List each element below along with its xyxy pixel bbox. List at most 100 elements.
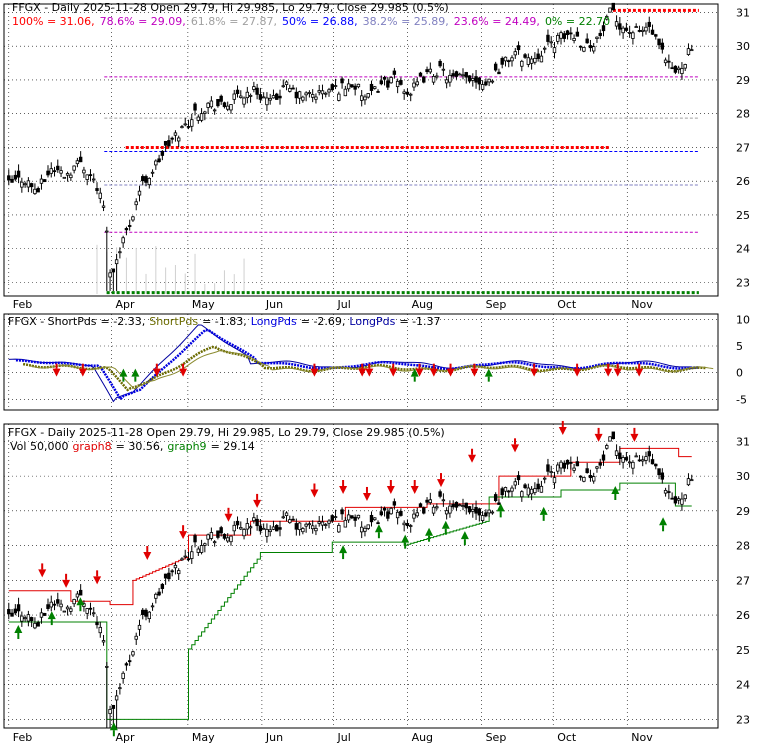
candle: [392, 501, 397, 506]
sell-arrow: [511, 444, 520, 453]
candle: [503, 487, 508, 492]
candle: [75, 593, 80, 598]
sell-arrow: [143, 552, 152, 561]
candle: [190, 551, 194, 559]
candle: [160, 583, 165, 589]
momentum-legend-entry: FFGX - ShortPds: [8, 315, 97, 328]
candle: [199, 545, 204, 553]
sell-arrow: [573, 368, 582, 377]
candle: [183, 123, 187, 126]
sell-arrow: [446, 368, 455, 377]
candle: [88, 174, 93, 177]
candle: [265, 97, 269, 106]
y-tick-label: 24: [736, 243, 750, 256]
y-tick-label: -5: [736, 393, 747, 406]
candle: [59, 170, 63, 174]
candle: [637, 30, 642, 32]
candle: [588, 475, 593, 479]
candle: [304, 523, 308, 527]
candle: [588, 45, 593, 49]
candle: [121, 672, 125, 679]
candle: [572, 467, 576, 471]
sell-arrow: [179, 531, 188, 540]
candle: [366, 93, 370, 98]
candle: [441, 68, 446, 71]
candle: [180, 558, 184, 561]
panel-frame: [3, 3, 719, 297]
candle: [523, 484, 527, 489]
candle: [435, 506, 439, 509]
candle: [467, 506, 472, 513]
candle: [454, 501, 459, 508]
candle: [49, 601, 53, 608]
candle: [549, 471, 553, 474]
sell-arrow: [78, 368, 87, 377]
candle: [536, 53, 540, 59]
candle: [386, 511, 390, 519]
candle: [229, 104, 233, 111]
y-tick-label: 29: [736, 505, 750, 518]
momentum-panel: 10 5 0 -5 FFGX - ShortPds = -2.33, ShortPds = -…: [3, 313, 750, 411]
candle: [578, 45, 583, 48]
x-tick-label: Jun: [265, 731, 283, 744]
candle: [382, 507, 387, 511]
sell-arrow: [365, 368, 374, 377]
candle: [376, 91, 380, 93]
candle: [654, 463, 658, 467]
candle: [392, 70, 397, 75]
candle: [327, 89, 331, 93]
candle: [297, 522, 302, 531]
candle: [346, 514, 351, 521]
candle: [157, 591, 161, 596]
candle: [676, 498, 681, 501]
candle: [673, 65, 678, 73]
candle: [307, 92, 312, 94]
candle: [614, 450, 619, 456]
candle: [578, 475, 583, 478]
candle: [621, 457, 625, 463]
candle: [552, 477, 557, 484]
candle: [657, 468, 661, 476]
candle: [340, 78, 344, 84]
buy-arrow: [460, 531, 469, 540]
candle: [163, 573, 168, 579]
candle: [418, 503, 423, 508]
candle: [124, 663, 129, 666]
fib-legend-entry: 100% = 31.06,: [12, 15, 95, 28]
sell-arrow: [224, 513, 233, 522]
candle: [36, 622, 40, 627]
candle: [490, 511, 495, 514]
buy-arrow: [374, 524, 383, 533]
candle: [474, 76, 478, 83]
sell-arrow: [310, 489, 319, 498]
candle: [46, 604, 50, 609]
candle: [333, 516, 338, 519]
candle: [621, 27, 625, 34]
candle: [33, 188, 37, 195]
candle: [141, 176, 145, 182]
candle: [52, 603, 57, 606]
candle: [431, 506, 436, 514]
candle: [353, 85, 357, 90]
candle: [395, 80, 400, 88]
candle: [167, 572, 171, 580]
candle: [435, 75, 439, 78]
candle: [222, 102, 227, 108]
candle: [624, 457, 629, 461]
candle: [144, 609, 148, 617]
y-tick-label: 23: [736, 276, 750, 289]
candle: [624, 27, 629, 31]
candle: [101, 640, 106, 643]
sell-arrow: [38, 569, 47, 578]
candle: [232, 524, 236, 532]
candle: [634, 455, 638, 458]
candle: [493, 494, 498, 502]
candle: [212, 109, 217, 112]
candle: [232, 93, 236, 100]
x-tick-label: Sep: [486, 298, 507, 311]
candle: [105, 665, 109, 668]
candle: [487, 509, 491, 514]
fib-legend-entry: 61.8% = 27.87,: [191, 15, 277, 28]
y-tick-label: 26: [736, 609, 750, 622]
candle: [529, 488, 534, 495]
